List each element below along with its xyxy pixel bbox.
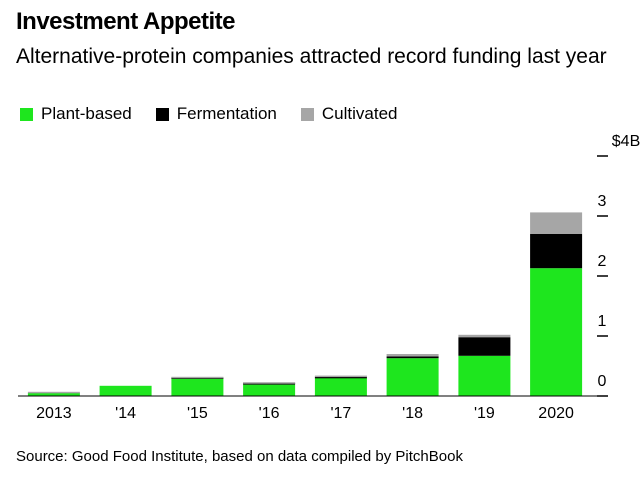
- bar-fermentation-4: [314, 376, 367, 379]
- y-tick-label-1: 1: [598, 313, 607, 330]
- x-tick-label-4: '17: [330, 405, 351, 422]
- x-tick-label-5: '18: [402, 405, 423, 422]
- bar-fermentation-5: [386, 356, 439, 359]
- chart-subtitle: Alternative-protein companies attracted …: [16, 45, 607, 68]
- bar-cultivated-5: [386, 354, 439, 357]
- bar-plant-based-1: [99, 385, 152, 396]
- bar-fermentation-7: [530, 234, 583, 269]
- legend-label-cultivated: Cultivated: [321, 104, 398, 123]
- x-tick-label-6: '19: [474, 405, 495, 422]
- source-note: Source: Good Food Institute, based on da…: [16, 448, 463, 465]
- bar-plant-based-2: [171, 378, 224, 396]
- legend: Plant-based Fermentation Cultivated: [20, 104, 422, 124]
- legend-item-fermentation: Fermentation: [155, 104, 277, 124]
- bar-plant-based-4: [314, 378, 367, 396]
- y-tick-label-3: 3: [598, 193, 607, 210]
- x-tick-label-7: 2020: [538, 405, 574, 422]
- x-tick-label-3: '16: [259, 405, 280, 422]
- y-tick-label-0: 0: [598, 373, 607, 390]
- x-tick-label-0: 2013: [36, 405, 72, 422]
- bar-cultivated-4: [314, 375, 367, 378]
- bar-cultivated-0: [27, 391, 80, 394]
- bar-cultivated-3: [243, 382, 296, 384]
- bar-fermentation-6: [458, 337, 511, 356]
- chart-title: Investment Appetite: [16, 8, 235, 35]
- bar-cultivated-6: [458, 334, 511, 338]
- y-tick-label-2: 2: [598, 253, 607, 270]
- bar-cultivated-2: [171, 376, 224, 379]
- bar-plant-based-5: [386, 358, 439, 396]
- legend-label-fermentation: Fermentation: [176, 104, 277, 123]
- legend-item-plant-based: Plant-based: [20, 104, 132, 124]
- y-tick-label-4: $4B: [612, 133, 640, 150]
- bar-plant-based-6: [458, 355, 511, 396]
- bar-cultivated-7: [530, 212, 583, 234]
- legend-item-cultivated: Cultivated: [300, 104, 398, 124]
- bar-plant-based-3: [243, 384, 296, 396]
- legend-swatch-plant-based: [20, 107, 33, 121]
- legend-label-plant-based: Plant-based: [41, 104, 132, 123]
- bar-plant-based-0: [27, 393, 80, 396]
- x-tick-label-1: '14: [115, 405, 136, 422]
- legend-swatch-cultivated: [300, 107, 314, 121]
- legend-swatch-fermentation: [155, 107, 169, 121]
- bar-plant-based-7: [530, 268, 583, 396]
- x-tick-label-2: '15: [187, 405, 208, 422]
